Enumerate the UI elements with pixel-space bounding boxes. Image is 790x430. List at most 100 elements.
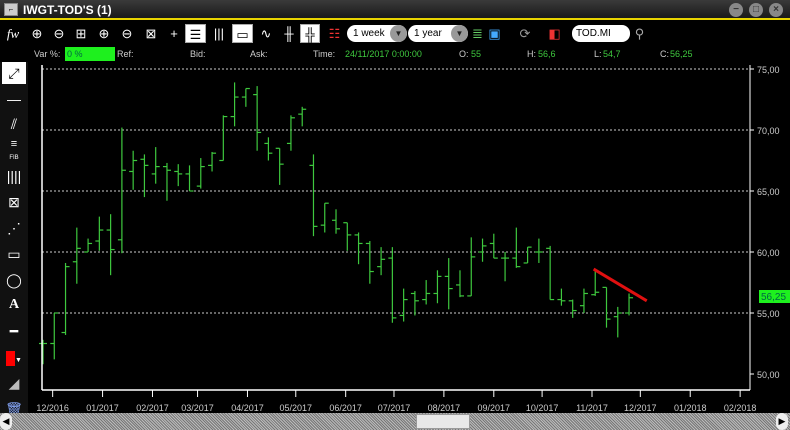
period-select[interactable]: 1 week ▼ bbox=[347, 25, 407, 42]
formula-button[interactable]: fw bbox=[6, 26, 20, 41]
ohlc-bar bbox=[399, 288, 408, 322]
fan-icon[interactable]: ⋰ bbox=[7, 220, 21, 236]
legend-icon[interactable]: ☷ bbox=[328, 26, 341, 41]
ohlc-bar bbox=[546, 245, 555, 301]
scroll-left-icon[interactable]: ◀ bbox=[0, 413, 12, 430]
text-tool-icon[interactable]: A bbox=[8, 297, 20, 312]
x-tick-label: 08/2017 bbox=[428, 403, 461, 413]
ohlc-bar bbox=[444, 258, 453, 310]
ohlc-bar bbox=[140, 154, 149, 198]
ohlc-bar bbox=[174, 164, 183, 187]
fibonacci-icon[interactable]: ≡ FIB bbox=[9, 138, 19, 161]
ohlc-bar bbox=[501, 252, 510, 282]
ohlc-bar bbox=[106, 214, 115, 276]
current-price-label: 56,25 bbox=[761, 292, 786, 303]
ohlc-bar bbox=[286, 115, 295, 151]
x-tick-label: 11/2017 bbox=[576, 403, 608, 413]
ohlc-bar bbox=[298, 106, 307, 127]
zoom-in-vertical-icon[interactable]: ⊕ bbox=[98, 26, 110, 41]
ohlc-bars bbox=[39, 82, 634, 365]
x-tick-label: 02/2017 bbox=[136, 403, 169, 413]
x-tick-label: 01/2017 bbox=[86, 403, 119, 413]
range-select[interactable]: 1 year ▼ bbox=[408, 25, 468, 42]
ohlc-bar bbox=[354, 232, 363, 265]
ohlc-bar bbox=[534, 238, 543, 263]
autoscale-icon[interactable]: ⊠ bbox=[145, 26, 157, 41]
ohlc-bar bbox=[579, 288, 588, 313]
title-bar: ⌐ IWGT-TOD'S (1) − □ × bbox=[0, 0, 790, 20]
ohlc-bar bbox=[151, 147, 160, 184]
vertical-lines-icon[interactable]: ||| bbox=[213, 26, 225, 41]
ohlc-bar bbox=[332, 209, 341, 234]
ohlc-bar bbox=[625, 293, 634, 316]
x-tick-label: 03/2017 bbox=[181, 403, 214, 413]
rectangle-icon[interactable]: ▭ bbox=[7, 246, 21, 262]
ohlc-bar bbox=[162, 162, 171, 201]
x-tick-label: 12/2016 bbox=[36, 403, 69, 413]
close-icon[interactable]: × bbox=[769, 3, 783, 17]
ohlc-bar bbox=[230, 82, 239, 127]
ohlc-bar bbox=[39, 339, 47, 365]
gann-box-icon[interactable]: ⊠ bbox=[8, 194, 20, 210]
ohlc-bar bbox=[208, 151, 217, 172]
ohlc-bar bbox=[467, 237, 476, 297]
date-axis: 12/2016 01/2017 02/2017 03/2017 04/2017 05/20… bbox=[36, 390, 756, 413]
ohlc-bar bbox=[129, 150, 138, 190]
candlestick-icon[interactable]: ╫ bbox=[284, 26, 294, 41]
color-swatch bbox=[6, 350, 16, 366]
y-tick-label: 75,00 bbox=[757, 65, 780, 75]
open-value: 55 bbox=[471, 49, 482, 59]
time-value: 24/11/2017 0:00:00 bbox=[345, 49, 422, 59]
ohlc-bar bbox=[365, 241, 374, 284]
ohlc-bar bbox=[388, 247, 397, 323]
parallel-lines-icon[interactable]: ⫽ bbox=[10, 116, 18, 132]
horizontal-scrollbar[interactable]: ◀ ▶ bbox=[0, 413, 790, 430]
ohlc-bar bbox=[523, 246, 532, 264]
line-width-icon[interactable]: ━ bbox=[9, 323, 19, 339]
trendline[interactable] bbox=[592, 267, 648, 303]
select-arrow-icon[interactable]: ⤢ bbox=[2, 62, 26, 84]
ohlc-bar bbox=[117, 127, 126, 254]
ohlc-bar bbox=[275, 147, 284, 185]
scroll-right-icon[interactable]: ▶ bbox=[776, 413, 788, 430]
zoom-out-vertical-icon[interactable]: ⊖ bbox=[121, 26, 133, 41]
ohlc-bar bbox=[422, 280, 431, 305]
maximize-icon[interactable]: □ bbox=[749, 3, 763, 17]
horizontal-line-icon[interactable]: — bbox=[7, 91, 21, 107]
ohlc-bar bbox=[320, 202, 329, 233]
color-picker[interactable]: ▼ bbox=[2, 346, 26, 368]
period-value: 1 week bbox=[353, 28, 385, 39]
open-label: O: bbox=[459, 49, 469, 59]
ohlc-bar bbox=[343, 222, 352, 251]
trendline-layer[interactable] bbox=[592, 267, 648, 303]
indicator-icon[interactable]: ≣ bbox=[472, 26, 483, 41]
minimize-icon[interactable]: − bbox=[729, 3, 743, 17]
chevron-down-icon: ▼ bbox=[15, 357, 22, 364]
zoom-in-horizontal-icon[interactable]: ⊕ bbox=[31, 26, 43, 41]
var-value: 0 % bbox=[65, 47, 115, 61]
symbol-input[interactable] bbox=[572, 25, 630, 42]
bar-chart-icon[interactable]: ╬ bbox=[300, 24, 320, 43]
list-icon[interactable]: ☰ bbox=[185, 24, 206, 43]
ohlc-bar bbox=[196, 158, 205, 189]
refresh-icon[interactable]: ⟳ bbox=[519, 26, 531, 41]
export-icon[interactable]: ◧ bbox=[548, 26, 561, 41]
window-icon[interactable]: ▭ bbox=[232, 24, 253, 43]
ohlc-bar bbox=[591, 269, 600, 296]
line-chart-icon[interactable]: ∿ bbox=[260, 26, 272, 41]
search-icon[interactable]: ⚲ bbox=[634, 26, 645, 41]
toolbar: fw ⊕ ⊖ ⊞ ⊕ ⊖ ⊠ + ☰ ||| ▭ ∿ ╫ ╬ ☷ 1 week ▼… bbox=[0, 22, 790, 45]
save-icon[interactable]: ▣ bbox=[488, 26, 501, 41]
zoom-out-horizontal-icon[interactable]: ⊖ bbox=[53, 26, 65, 41]
crosshair-icon[interactable]: + bbox=[170, 26, 178, 41]
vertical-lines-icon[interactable]: |||| bbox=[6, 168, 22, 184]
x-tick-label: 04/2017 bbox=[231, 403, 264, 413]
fit-icon[interactable]: ⊞ bbox=[75, 26, 87, 41]
eraser-icon[interactable]: ◢ bbox=[8, 375, 20, 391]
scroll-thumb[interactable] bbox=[416, 414, 470, 429]
current-price-marker: 56,25 bbox=[759, 290, 790, 303]
ohlc-bar bbox=[613, 306, 622, 338]
ohlc-bar bbox=[489, 233, 498, 259]
ellipse-icon[interactable]: ◯ bbox=[6, 272, 22, 288]
